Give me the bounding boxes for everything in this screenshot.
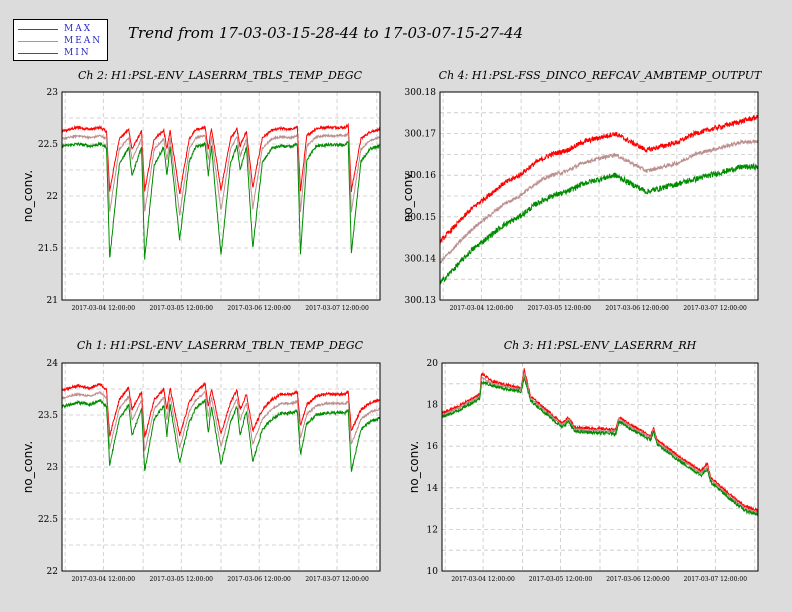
chart-title: Ch 1: H1:PSL-ENV_LASERRM_TBLN_TEMP_DEGC bbox=[77, 339, 364, 352]
x-tick-label: 2017-03-06 12:00:00 bbox=[227, 576, 291, 583]
chart-ch4: Ch 4: H1:PSL-FSS_DINCO_REFCAV_AMBTEMP_OU… bbox=[401, 69, 763, 312]
y-axis-label: no_conv. bbox=[21, 170, 35, 222]
y-tick-label: 10 bbox=[427, 567, 439, 577]
series-line-mean bbox=[439, 138, 759, 264]
x-tick-label: 2017-03-04 12:00:00 bbox=[451, 576, 515, 583]
x-tick-label: 2017-03-05 12:00:00 bbox=[150, 576, 214, 583]
y-tick-label: 12 bbox=[427, 525, 438, 535]
series-line-max bbox=[439, 114, 759, 245]
legend-label-max: MAX bbox=[64, 24, 93, 34]
plot-frame bbox=[61, 91, 381, 301]
y-tick-label: 22 bbox=[47, 192, 58, 202]
x-tick-label: 2017-03-06 12:00:00 bbox=[606, 576, 670, 583]
chart-title: Ch 2: H1:PSL-ENV_LASERRM_TBLS_TEMP_DEGC bbox=[78, 69, 363, 82]
x-tick-label: 2017-03-05 12:00:00 bbox=[528, 305, 592, 312]
y-axis-label: no_conv. bbox=[407, 441, 421, 493]
x-tick-label: 2017-03-05 12:00:00 bbox=[150, 305, 214, 312]
series-line-max bbox=[61, 382, 381, 438]
legend-item-max: MAX bbox=[18, 24, 106, 36]
legend-label-min: MIN bbox=[64, 48, 91, 58]
x-tick-label: 2017-03-07 12:00:00 bbox=[305, 576, 369, 583]
main-title: Trend from 17-03-03-15-28-44 to 17-03-07… bbox=[128, 24, 524, 42]
x-tick-label: 2017-03-07 12:00:00 bbox=[683, 305, 747, 312]
y-tick-label: 300.13 bbox=[405, 296, 437, 306]
chart-title: Ch 3: H1:PSL-ENV_LASERRM_RH bbox=[504, 339, 697, 352]
y-tick-label: 22.5 bbox=[38, 515, 58, 525]
chart-ch2: Ch 2: H1:PSL-ENV_LASERRM_TBLS_TEMP_DEGC 2… bbox=[21, 69, 381, 312]
y-tick-label: 22.5 bbox=[38, 140, 58, 150]
y-tick-label: 23 bbox=[47, 463, 59, 473]
series-line-min bbox=[61, 398, 381, 473]
y-tick-label: 300.17 bbox=[405, 130, 437, 140]
y-tick-label: 23.5 bbox=[38, 411, 58, 421]
legend-item-mean: MEAN bbox=[18, 36, 106, 48]
y-tick-label: 22 bbox=[47, 567, 58, 577]
x-tick-label: 2017-03-06 12:00:00 bbox=[605, 305, 669, 312]
y-axis-label: no_conv. bbox=[401, 170, 415, 222]
y-tick-label: 18 bbox=[427, 401, 439, 411]
series-line-mean bbox=[61, 131, 381, 216]
y-tick-label: 16 bbox=[427, 442, 439, 452]
plot-frame bbox=[61, 362, 381, 572]
x-tick-label: 2017-03-04 12:00:00 bbox=[72, 305, 136, 312]
legend-swatch-min bbox=[18, 53, 58, 54]
legend: MAX MEAN MIN bbox=[13, 19, 108, 61]
x-tick-label: 2017-03-07 12:00:00 bbox=[305, 305, 369, 312]
x-tick-label: 2017-03-07 12:00:00 bbox=[684, 576, 748, 583]
x-tick-label: 2017-03-04 12:00:00 bbox=[72, 576, 136, 583]
series-line-min bbox=[439, 162, 759, 285]
y-tick-label: 20 bbox=[427, 359, 439, 369]
series-line-min bbox=[61, 140, 381, 260]
chart-title: Ch 4: H1:PSL-FSS_DINCO_REFCAV_AMBTEMP_OU… bbox=[439, 69, 763, 82]
plot-frame bbox=[439, 91, 759, 301]
legend-swatch-mean bbox=[18, 41, 58, 42]
y-tick-label: 14 bbox=[427, 484, 439, 494]
y-axis-label: no_conv. bbox=[21, 441, 35, 493]
series-line-min bbox=[441, 375, 759, 516]
y-tick-label: 300.14 bbox=[405, 254, 437, 264]
y-tick-label: 300.15 bbox=[405, 213, 437, 223]
y-tick-label: 23 bbox=[47, 88, 59, 98]
x-tick-label: 2017-03-05 12:00:00 bbox=[529, 576, 593, 583]
y-tick-label: 21 bbox=[47, 296, 58, 306]
y-tick-label: 21.5 bbox=[38, 244, 58, 254]
chart-ch3: Ch 3: H1:PSL-ENV_LASERRM_RH 10 12 14 16 18 20 2… bbox=[407, 339, 759, 583]
x-tick-label: 2017-03-04 12:00:00 bbox=[450, 305, 514, 312]
chart-ch1: Ch 1: H1:PSL-ENV_LASERRM_TBLN_TEMP_DEGC 2… bbox=[21, 339, 381, 583]
y-tick-label: 300.18 bbox=[405, 88, 437, 98]
legend-item-min: MIN bbox=[18, 48, 106, 60]
plot-frame bbox=[441, 362, 759, 572]
y-tick-label: 24 bbox=[47, 359, 59, 369]
y-tick-label: 300.16 bbox=[405, 171, 437, 181]
legend-swatch-max bbox=[18, 29, 58, 30]
series-line-max bbox=[61, 122, 381, 195]
legend-label-mean: MEAN bbox=[64, 36, 103, 46]
x-tick-label: 2017-03-06 12:00:00 bbox=[227, 305, 291, 312]
series-line-mean bbox=[61, 390, 381, 452]
